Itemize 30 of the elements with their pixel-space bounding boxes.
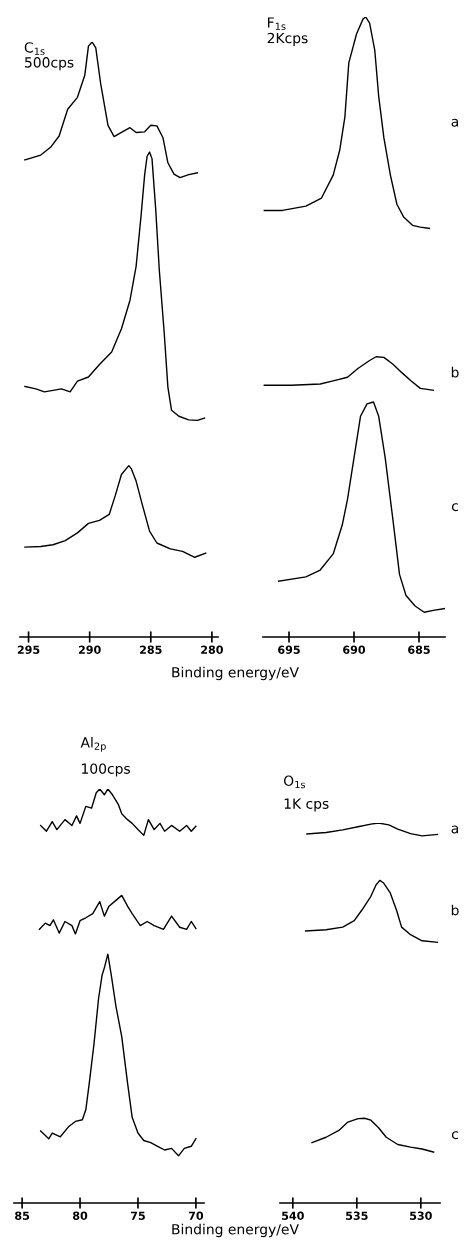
chart-title: Al$_{2p}$ [80,736,106,752]
x-tick-label: 75 [130,1211,145,1220]
series-label: b [451,366,459,378]
chart-subtitle: 1K cps [284,798,329,812]
x-tick-label: 685 [408,645,430,654]
x-tick-label: 70 [188,1211,204,1220]
chart-title: F$_{1s}$ [268,17,286,30]
series-label: a [451,825,458,834]
x-tick-label: 540 [282,1211,304,1220]
x-tick-label: 285 [140,645,162,654]
x-axis-title: Binding energy/eV [172,666,299,681]
series-label: c [451,1131,458,1140]
x-tick-label: 80 [72,1211,88,1220]
x-tick-label: 280 [201,645,223,654]
x-axis-title: Binding energy/eV [172,1223,299,1238]
x-tick-label: 535 [346,1211,368,1220]
chart-title: O$_{1s}$ [283,775,306,789]
text: a [451,118,458,127]
chart-subtitle: 100cps [82,763,131,777]
text: 500cps [25,57,74,71]
x-tick-label: 295 [17,645,40,654]
text: b [451,904,459,916]
text: 2Kcps [267,32,308,46]
x-tick-label: 530 [410,1211,432,1220]
x-tick-label: 690 [343,645,366,654]
x-tick-label: 85 [15,1211,30,1220]
x-tick-label: 695 [278,645,300,654]
text: c [451,503,458,512]
chart-title: C$_{1s}$ [24,42,45,55]
x-tick-label: 290 [78,645,101,654]
